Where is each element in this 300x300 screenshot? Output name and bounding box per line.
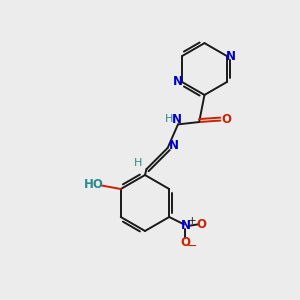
Text: −: − (187, 240, 197, 253)
Text: O: O (180, 236, 190, 248)
Text: H: H (165, 114, 173, 124)
Text: N: N (169, 139, 179, 152)
Text: N: N (180, 219, 190, 232)
Text: HO: HO (83, 178, 103, 190)
Text: N: N (226, 50, 236, 63)
Text: +: + (188, 215, 196, 226)
Text: N: N (173, 76, 183, 88)
Text: O: O (196, 218, 207, 231)
Text: N: N (172, 112, 182, 126)
Text: O: O (222, 112, 232, 126)
Text: H: H (134, 158, 142, 168)
